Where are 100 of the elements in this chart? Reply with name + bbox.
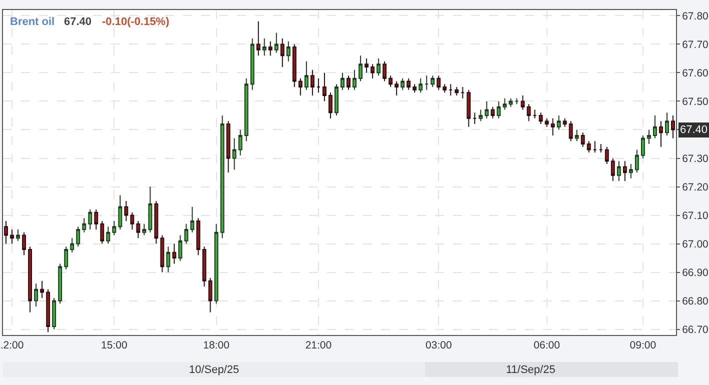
candlestick bbox=[460, 86, 465, 99]
candlestick bbox=[646, 129, 651, 144]
candlestick bbox=[208, 277, 212, 313]
candlestick bbox=[154, 200, 158, 244]
candlestick bbox=[538, 112, 543, 125]
candlestick bbox=[298, 78, 302, 96]
candlestick bbox=[478, 109, 483, 122]
y-tick-label: 66.90 bbox=[682, 266, 709, 279]
candlestick bbox=[64, 246, 68, 270]
candlestick bbox=[286, 40, 290, 62]
candlestick bbox=[448, 84, 453, 96]
candlestick bbox=[412, 84, 417, 94]
annotation: 67.40 bbox=[64, 16, 92, 28]
candlestick bbox=[202, 246, 206, 288]
candlestick bbox=[574, 129, 579, 142]
x-tick-label: 18:00 bbox=[203, 340, 230, 352]
candlestick bbox=[226, 120, 230, 173]
candlestick bbox=[262, 38, 266, 56]
y-tick-label: 66.80 bbox=[682, 295, 709, 308]
candlestick bbox=[604, 146, 609, 164]
candlestick bbox=[118, 194, 122, 230]
candlestick bbox=[292, 44, 296, 88]
candlestick bbox=[184, 223, 188, 244]
text: Brent oil bbox=[10, 16, 55, 28]
x-tick-label: 06:00 bbox=[534, 340, 560, 352]
candlestick bbox=[394, 80, 399, 96]
candlestick bbox=[178, 234, 182, 262]
candlestick bbox=[46, 288, 50, 333]
candlestick bbox=[484, 100, 489, 119]
y-tick-label: 67.30 bbox=[682, 152, 709, 165]
candlestick bbox=[124, 200, 128, 222]
candlestick bbox=[622, 160, 627, 182]
y-tick-label: 67.00 bbox=[682, 238, 709, 250]
candlestick bbox=[136, 220, 140, 239]
candlestick bbox=[514, 98, 519, 105]
candlestick bbox=[671, 114, 675, 139]
candlestick bbox=[400, 78, 405, 90]
candlestick bbox=[526, 104, 531, 122]
candlestick bbox=[100, 220, 104, 244]
candlestick bbox=[544, 118, 549, 128]
x-tick-label: 09:00 bbox=[630, 340, 656, 352]
candlestick bbox=[40, 280, 44, 298]
y-tick-label: 66.70 bbox=[682, 324, 709, 336]
candlestick bbox=[274, 32, 278, 54]
y-tick-label: 67.10 bbox=[682, 210, 709, 222]
candlestick bbox=[376, 58, 381, 76]
candlestick bbox=[454, 86, 459, 96]
candlestick bbox=[52, 297, 56, 330]
candlestick bbox=[232, 138, 236, 170]
candlestick bbox=[160, 234, 164, 273]
candlestick bbox=[4, 220, 8, 244]
candlestick bbox=[304, 60, 308, 90]
candlestick bbox=[532, 109, 537, 119]
y-tick-label: 67.60 bbox=[682, 67, 709, 80]
candlestick bbox=[580, 132, 585, 148]
candlestick bbox=[340, 72, 344, 90]
candlestick bbox=[112, 220, 116, 236]
candlestick bbox=[34, 283, 38, 307]
candlestick bbox=[172, 243, 176, 264]
candlestick bbox=[328, 92, 332, 119]
candlestick bbox=[268, 40, 272, 56]
candlestick bbox=[430, 75, 435, 88]
candlestick bbox=[220, 114, 224, 239]
candlestick bbox=[562, 118, 567, 128]
candlestick bbox=[142, 223, 146, 236]
candlestick bbox=[280, 38, 284, 68]
candlestick bbox=[472, 112, 477, 125]
candlestick bbox=[665, 112, 669, 136]
candlestick bbox=[466, 89, 471, 128]
candlestick bbox=[352, 69, 356, 90]
candlestick bbox=[616, 160, 621, 182]
candlestick bbox=[310, 69, 314, 96]
candlestick bbox=[22, 232, 26, 256]
candlestick bbox=[610, 158, 615, 182]
candlestick bbox=[214, 223, 218, 304]
x-tick-label: .2:00 bbox=[0, 340, 24, 352]
candlestick bbox=[196, 218, 200, 256]
candlestick bbox=[88, 209, 92, 230]
candlestick bbox=[490, 106, 495, 119]
annotation: -0.10(-0.15%) bbox=[102, 16, 170, 28]
candlestick bbox=[568, 120, 573, 142]
candlestick bbox=[76, 226, 80, 248]
candlestick bbox=[28, 246, 32, 313]
candlestick bbox=[442, 84, 447, 94]
candlestick bbox=[508, 98, 513, 108]
candlestick bbox=[659, 120, 663, 148]
candlestick bbox=[70, 238, 74, 253]
candlestick bbox=[358, 55, 362, 82]
candlestick bbox=[550, 118, 555, 136]
candlestick bbox=[16, 229, 20, 242]
candlestick bbox=[94, 209, 98, 230]
x-tick-label: 15:00 bbox=[101, 340, 128, 352]
candlestick bbox=[250, 38, 254, 90]
candlestick bbox=[106, 226, 110, 244]
candlestick bbox=[148, 186, 152, 233]
candlestick bbox=[58, 263, 62, 304]
candlestick bbox=[598, 143, 603, 154]
candlestick bbox=[586, 140, 591, 154]
y-tick-label: 67.20 bbox=[682, 181, 709, 194]
candlestick bbox=[166, 246, 170, 273]
